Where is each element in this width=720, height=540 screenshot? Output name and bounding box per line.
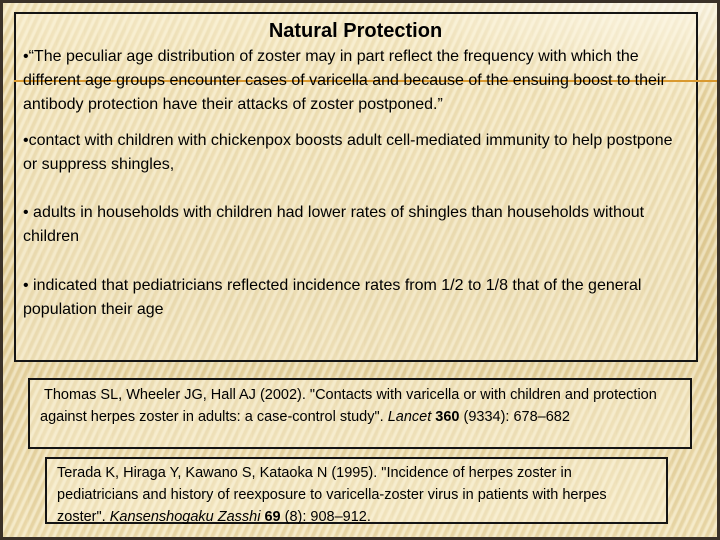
citation-text: Terada K, Hiraga Y, Kawano S, Kataoka N … bbox=[57, 465, 607, 525]
accent-divider-line bbox=[14, 80, 717, 82]
citation-text: Thomas SL, Wheeler JG, Hall AJ (2002). "… bbox=[40, 387, 657, 425]
bullet-paragraph-households: • adults in households with children had… bbox=[23, 204, 645, 245]
citation-pages: (9334): 678–682 bbox=[459, 409, 570, 425]
citation-box-terada: Terada K, Hiraga Y, Kawano S, Kataoka N … bbox=[45, 457, 668, 525]
citation-journal: Kansenshogaku Zasshi bbox=[109, 509, 265, 525]
citation-box-thomas: Thomas SL, Wheeler JG, Hall AJ (2002). "… bbox=[28, 378, 692, 449]
bullet-paragraph-contact: •contact with children with chickenpox b… bbox=[23, 132, 673, 173]
citation-volume: 69 bbox=[264, 509, 281, 525]
citation-pages: (8): 908–912. bbox=[280, 509, 371, 525]
bullet-quote-paragraph: •“The peculiar age distribution of zoste… bbox=[23, 48, 666, 113]
citation-volume: 360 bbox=[435, 409, 460, 425]
bullet-paragraph-pediatricians: • indicated that pediatricians reflected… bbox=[23, 277, 642, 318]
page-title: Natural Protection bbox=[268, 20, 443, 42]
citation-journal: Lancet bbox=[387, 409, 436, 425]
content-box: Natural Protection •“The peculiar age di… bbox=[14, 12, 698, 362]
